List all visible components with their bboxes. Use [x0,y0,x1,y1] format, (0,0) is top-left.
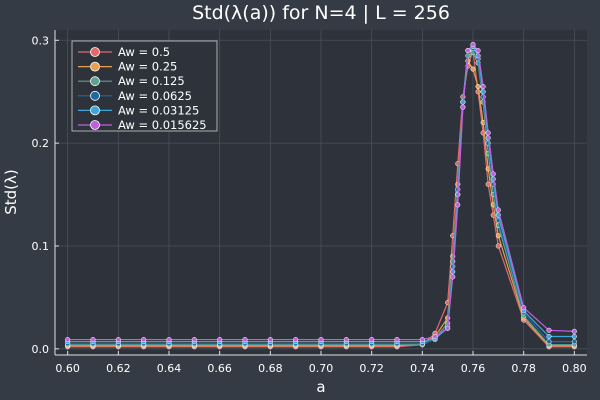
data-point [267,337,273,343]
x-tick-label: 0.68 [258,362,283,375]
legend-label: Aw = 0.03125 [118,103,199,117]
chart-title: Std(λ(a)) for N=4 | L = 256 [192,2,450,24]
data-point [521,305,527,311]
x-tick-label: 0.74 [410,362,435,375]
x-tick-label: 0.72 [359,362,384,375]
data-point [480,84,486,90]
y-tick-label: 0.3 [32,34,50,47]
data-point [445,325,451,331]
y-tick-label: 0.2 [32,137,50,150]
data-point [419,337,425,343]
data-point [242,337,248,343]
x-tick-label: 0.76 [461,362,486,375]
data-point [318,337,324,343]
series-line [67,45,575,343]
legend-item: Aw = 0.25 [78,60,177,74]
series-line [67,47,575,345]
data-point [485,130,491,136]
x-tick-label: 0.66 [207,362,232,375]
data-point [470,66,476,72]
data-point [217,337,223,343]
legend-label: Aw = 0.5 [118,45,170,59]
y-axis-label: Std(λ) [2,169,20,215]
x-tick-label: 0.64 [157,362,182,375]
data-point [571,333,577,340]
legend-item: Aw = 0.03125 [78,103,199,117]
data-point [293,337,299,343]
data-point [65,337,71,343]
legend-marker [90,76,100,87]
legend-marker [90,120,100,130]
legend-marker [90,105,100,116]
series-layer [65,41,577,350]
data-point [495,207,501,213]
x-tick-label: 0.70 [309,362,334,375]
legend-marker [90,61,100,72]
x-tick-label: 0.80 [562,362,587,375]
data-point [546,333,552,340]
data-point [490,171,496,177]
legend-marker [90,47,100,57]
data-point [465,48,471,54]
data-point [343,337,349,343]
data-point [394,337,400,343]
data-point [546,327,552,333]
axes: 0.60 0.62 0.64 0.66 0.68 0.70 0.72 0.74 0.76 0.78… [32,30,587,375]
y-tick-label: 0.0 [32,343,50,356]
x-tick-label: 0.62 [106,362,131,375]
series-line [67,50,575,348]
legend-label: Aw = 0.015625 [118,118,207,132]
legend-item: Aw = 0.5 [78,45,170,59]
data-point [369,337,375,343]
data-point [432,333,438,340]
data-point [495,243,501,249]
data-point [475,84,481,90]
data-point [115,337,121,343]
data-point [141,337,147,343]
x-tick-label: 0.60 [55,362,80,375]
data-point [571,328,577,334]
legend-item: Aw = 0.0625 [78,89,192,103]
data-point [470,41,476,47]
data-point [166,337,172,343]
data-point [191,337,197,343]
legend-label: Aw = 0.25 [118,60,177,74]
y-tick-label: 0.1 [32,240,50,253]
legend-label: Aw = 0.0625 [118,89,192,103]
data-point [571,339,577,345]
data-point [90,337,96,343]
data-point [455,202,461,208]
x-tick-label: 0.78 [511,362,536,375]
data-point [475,48,481,54]
data-point [450,274,456,280]
data-point [460,104,466,110]
data-point [495,233,501,239]
legend-item: Aw = 0.015625 [78,118,207,132]
series-line [67,43,575,341]
series-5 [65,41,577,343]
legend-marker [90,90,100,101]
legend-item: Aw = 0.125 [78,74,185,88]
x-axis-label: a [316,378,325,396]
data-point [546,339,552,345]
legend-label: Aw = 0.125 [118,74,185,88]
